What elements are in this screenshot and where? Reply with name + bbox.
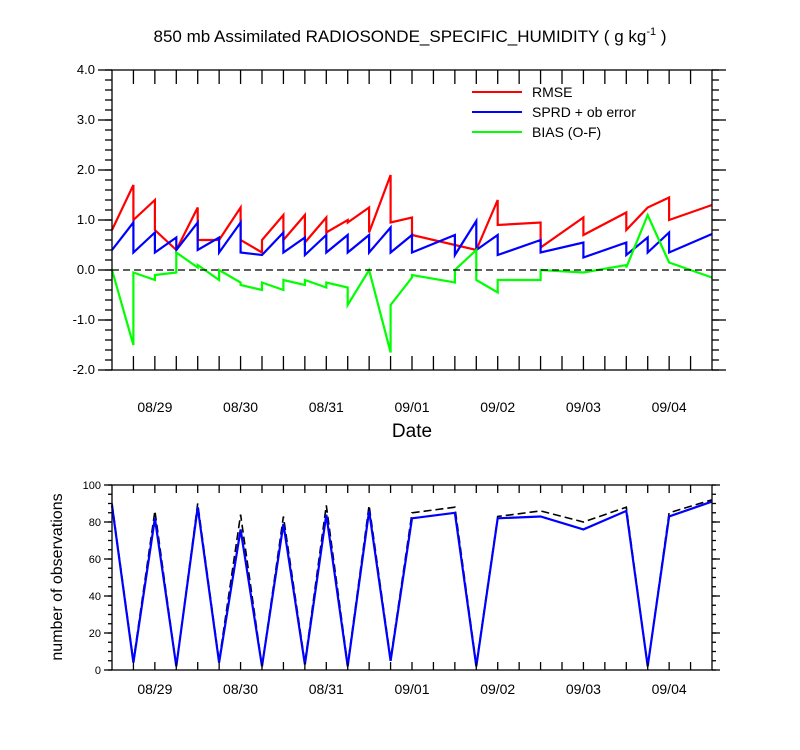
x-tick-label: 08/31 [309, 399, 344, 415]
x-tick-label: 09/03 [566, 399, 601, 415]
y-tick-label: 20 [89, 628, 101, 640]
x-tick-label: 09/04 [652, 399, 687, 415]
x-tick-label: 09/02 [480, 681, 515, 697]
x-tick-label: 08/29 [137, 399, 172, 415]
x-tick-label: 09/02 [480, 399, 515, 415]
series-line-used [110, 500, 713, 667]
chart-title: 850 mb Assimilated RADIOSONDE_SPECIFIC_H… [154, 26, 667, 46]
chart-title-main: 850 mb Assimilated RADIOSONDE_SPECIFIC_H… [154, 27, 647, 46]
bottom-x-tick-labels: 08/29 08/30 08/31 09/01 09/02 09/03 09/04 [137, 681, 687, 697]
x-tick-label: 08/29 [137, 681, 172, 697]
bottom-y-tick-labels: 0 20 40 60 80 100 [83, 480, 101, 677]
y-tick-label: 4.0 [77, 62, 95, 77]
y-tick-label: 0 [95, 665, 101, 677]
x-tick-label: 09/03 [566, 681, 601, 697]
x-axis-label: Date [392, 421, 432, 442]
y-tick-label: 2.0 [77, 162, 95, 177]
x-tick-label: 09/01 [394, 399, 429, 415]
x-tick-label: 09/04 [652, 681, 687, 697]
series-line-bias-o-f [110, 212, 713, 353]
top-y-tick-labels: -2.0 -1.0 0.0 1.0 2.0 3.0 4.0 [73, 62, 95, 377]
y-tick-label: 1.0 [77, 212, 95, 227]
top-panel: -2.0-1.00.01.02.03.04.0 08/29 08/30 08/31 0… [73, 62, 726, 442]
y-tick-label: -2.0 [73, 362, 95, 377]
y-tick-label: 0.0 [77, 262, 95, 277]
bottom-axis-ticks [104, 484, 720, 671]
y-tick-label: 3.0 [77, 112, 95, 127]
y-axis-label-observations: number of observations [49, 493, 66, 660]
series-line-sprd-ob-error [111, 217, 713, 260]
y-tick-label: 80 [89, 517, 101, 529]
bottom-panel: 0 20 40 60 80 100 08/29 08/30 08/31 09/01 09/02 09… [49, 480, 720, 697]
chart-title-suffix: ) [656, 27, 666, 46]
top-axis-ticks [98, 69, 726, 371]
top-plot-area [110, 174, 713, 353]
chart-title-superscript: -1 [646, 26, 656, 38]
legend-label-sprd: SPRD + ob error [532, 104, 636, 120]
legend-label-rmse: RMSE [532, 84, 572, 100]
legend: RMSE SPRD + ob error BIAS (O-F) [472, 84, 636, 140]
top-x-tick-labels: 08/29 08/30 08/31 09/01 09/02 09/03 09/04 [137, 399, 687, 415]
bottom-plot-area [110, 499, 713, 667]
y-tick-label: 60 [89, 554, 101, 566]
x-tick-label: 08/30 [223, 681, 258, 697]
y-tick-label: -1.0 [73, 312, 95, 327]
legend-label-bias: BIAS (O-F) [532, 124, 601, 140]
y-tick-label: 100 [83, 480, 101, 492]
x-tick-label: 09/01 [394, 681, 429, 697]
y-tick-label: 40 [89, 591, 101, 603]
x-tick-label: 08/31 [309, 681, 344, 697]
x-tick-label: 08/30 [223, 399, 258, 415]
